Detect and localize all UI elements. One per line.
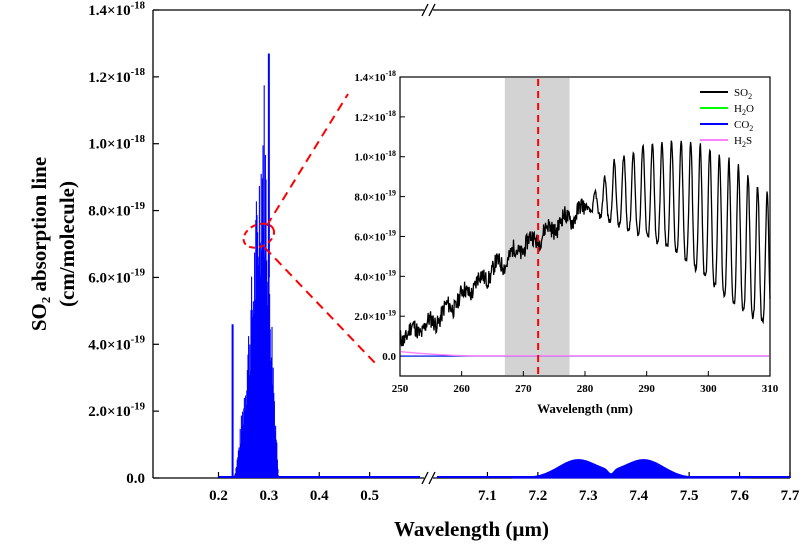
inset-plot: 0.0 2.0×10-19 4.0×10-19 6.0×10-19 8.0×10-19 1…: [354, 69, 778, 416]
x-tick-label: 7.4: [629, 488, 648, 504]
axis-break-mark: [421, 3, 429, 17]
inset-x-tick-label: 250: [392, 383, 409, 395]
x-tick-label: 7.7: [781, 488, 800, 504]
legend-label-so2: SO2: [734, 87, 752, 101]
inset-x-tick-label: 300: [700, 383, 717, 395]
y-tick-label: 1.0×10-18: [88, 133, 145, 153]
x-tick-label: 0.3: [259, 488, 278, 504]
inset-x-tick-label: 270: [515, 383, 532, 395]
x-tick-label: 7.5: [680, 488, 699, 504]
y-tick-label: 4.0×10-19: [88, 334, 145, 354]
inset-y-tick-label: 1.2×10-18: [354, 109, 396, 124]
y-tick-label: 0.0: [126, 471, 145, 487]
inset-x-axis-title: Wavelength (nm): [537, 401, 633, 416]
inset-y-tick-label: 6.0×10-19: [354, 229, 396, 244]
x-axis-title: Wavelength (µm): [394, 517, 549, 541]
ir-band-fill: [511, 459, 750, 479]
x-tick-label: 0.5: [360, 488, 379, 504]
uv-band-fill: [233, 243, 279, 478]
x-tick-label: 7.1: [478, 488, 497, 504]
y-tick-label: 8.0×10-19: [88, 200, 145, 220]
y-axis-title-line1: SO₂ absorption line: [27, 157, 51, 331]
y-tick-label: 1.2×10-18: [88, 66, 145, 86]
zoom-connector-lower: [264, 246, 376, 364]
x-tick-label: 0.2: [209, 488, 228, 504]
inset-y-tick-label: 0.0: [382, 351, 396, 363]
inset-h2s-line: [400, 350, 769, 357]
legend-label-h2o: H2O: [734, 103, 754, 117]
main-plot: 0.0 2.0×10-19 4.0×10-19 6.0×10-19 8.0×10-19 1…: [27, 0, 800, 541]
y-axis-title-line2: (cm/molecule): [55, 181, 79, 307]
inset-y-tick-label: 4.0×10-19: [354, 268, 396, 283]
axis-break-mark: [428, 3, 436, 17]
y-tick-label: 2.0×10-19: [88, 400, 145, 420]
zoom-region-marker: [242, 222, 276, 249]
inset-so2-line: [399, 140, 771, 347]
axis-break-mark: [421, 471, 429, 485]
inset-y-tick-label: 2.0×10-19: [354, 308, 396, 323]
inset-x-tick-label: 310: [762, 383, 779, 395]
inset-y-tick-label: 8.0×10-19: [354, 189, 396, 204]
y-tick-label: 6.0×10-19: [88, 267, 145, 287]
x-tick-label: 7.6: [730, 488, 749, 504]
x-tick-label: 0.4: [310, 488, 329, 504]
x-tick-label: 7.3: [579, 488, 598, 504]
legend-label-h2s: H2S: [734, 135, 752, 149]
inset-x-tick-label: 280: [577, 383, 594, 395]
x-tick-label: 7.2: [528, 488, 547, 504]
zoom-connector-upper: [265, 93, 349, 227]
inset-y-tick-label: 1.4×10-18: [354, 69, 396, 84]
inset-frame: [399, 76, 771, 377]
inset-x-tick-label: 290: [638, 383, 655, 395]
y-tick-label: 1.4×10-18: [88, 0, 145, 19]
legend-label-co2: CO2: [734, 119, 753, 133]
inset-x-tick-label: 260: [453, 383, 470, 395]
axis-break-mark: [428, 471, 436, 485]
inset-y-tick-label: 1.0×10-18: [354, 149, 396, 164]
y-axis-title: SO₂ absorption line (cm/molecule): [27, 157, 79, 331]
